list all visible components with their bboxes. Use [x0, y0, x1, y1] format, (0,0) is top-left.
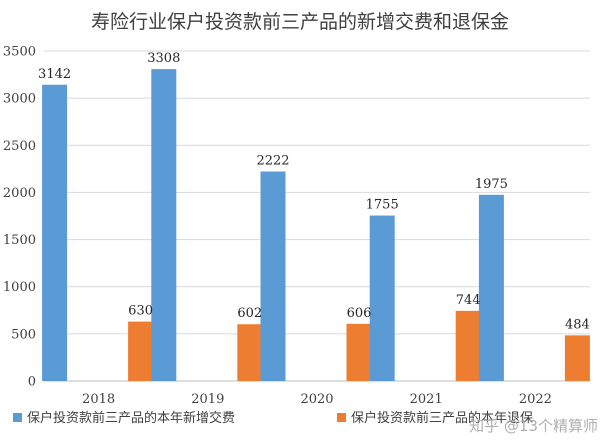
y-tick-label: 2500: [3, 139, 36, 154]
data-label-series-2-2018: 630: [128, 304, 153, 319]
data-label-series-1-2018: 3142: [38, 67, 71, 82]
x-tick-label: 2019: [191, 392, 224, 407]
chart-title: 寿险行业保户投资款前三产品的新增交费和退保金: [91, 11, 509, 33]
bar-series-1-2022: [478, 194, 504, 381]
legend-label-series-2: 保户投资款前三产品的本年退保: [351, 410, 533, 426]
legend-label-series-1: 保户投资款前三产品的本年新增交费: [27, 410, 235, 426]
data-label-series-2-2021: 744: [456, 293, 481, 308]
bar-series-1-2019: [151, 69, 177, 382]
legend: 保户投资款前三产品的本年新增交费 保户投资款前三产品的本年退保: [13, 410, 533, 426]
x-tick-label: 2022: [519, 392, 552, 407]
data-label-series-2-2022: 484: [565, 317, 590, 332]
watermark: 知乎 @13个精算师: [469, 417, 598, 435]
data-label-series-2-2020: 606: [347, 306, 372, 321]
x-tick-label: 2020: [300, 392, 333, 407]
legend-swatch-series-1: [13, 413, 22, 422]
bar-series-2-2021: [455, 310, 481, 381]
data-label-series-1-2022: 1975: [475, 177, 508, 192]
y-axis-ticks: 0 500 1000 1500 2000 2500 3000 3500: [3, 45, 36, 390]
bar-series-1-2021: [369, 215, 395, 381]
data-label-series-1-2021: 1755: [366, 198, 399, 213]
legend-swatch-series-2: [337, 413, 346, 422]
bar-series-2-2019: [237, 324, 263, 381]
bar-series-2-2020: [346, 323, 372, 381]
x-axis-ticks: 2018 2019 2020 2021 2022: [82, 392, 552, 407]
x-tick-label: 2021: [410, 392, 443, 407]
y-tick-label: 1000: [3, 280, 36, 295]
data-label-series-1-2020: 2222: [256, 153, 289, 168]
bar-series-2-2022: [564, 335, 590, 381]
y-tick-label: 2000: [3, 186, 36, 201]
bar-series-1-2020: [260, 171, 286, 381]
data-label-series-1-2019: 3308: [147, 51, 180, 66]
bar-series-2-2018: [128, 321, 154, 381]
y-tick-label: 3500: [3, 45, 36, 60]
x-tick-label: 2018: [82, 392, 115, 407]
grid-layer: [44, 50, 590, 382]
data-labels: 3142 630 3308 602 2222 606 1755 744 1975 484: [38, 51, 590, 332]
y-tick-label: 3000: [3, 92, 36, 107]
y-tick-label: 500: [11, 327, 36, 342]
y-tick-label: 0: [28, 375, 36, 390]
bars: [42, 69, 590, 382]
bar-series-1-2018: [42, 84, 68, 382]
data-label-series-2-2019: 602: [237, 306, 262, 321]
y-tick-label: 1500: [3, 233, 36, 248]
